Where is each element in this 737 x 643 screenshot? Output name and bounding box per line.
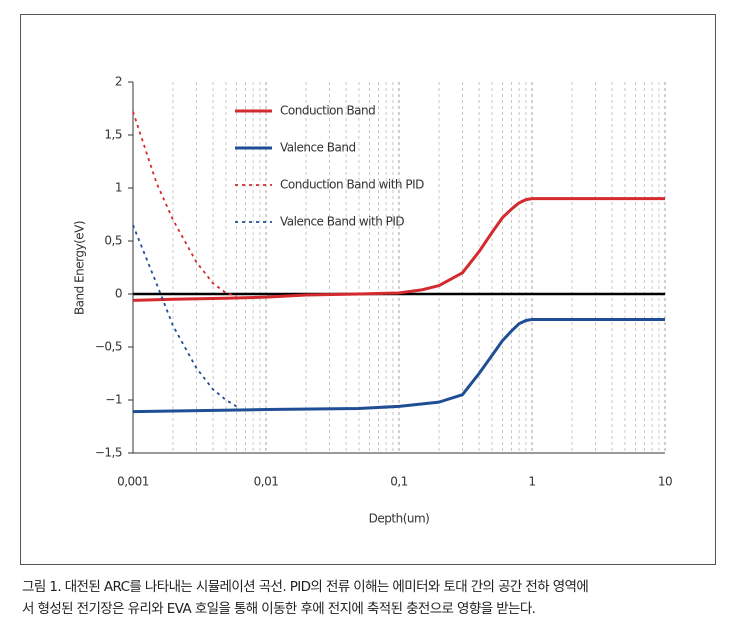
y-tick-label: 1 bbox=[115, 181, 122, 195]
legend-label: Conduction Band bbox=[280, 104, 375, 118]
caption: 그림 1. 대전된 ARC를 나타내는 시뮬레이션 곡선. PID의 전류 이해… bbox=[22, 576, 722, 620]
series-line bbox=[132, 317, 665, 414]
legend-label: Valence Band bbox=[280, 141, 356, 155]
series-line bbox=[132, 111, 237, 297]
y-tick-label: −1,5 bbox=[95, 446, 122, 460]
y-tick-label: 0 bbox=[115, 287, 122, 301]
y-axis-title: Band Energy(eV) bbox=[73, 221, 87, 315]
legend-label: Conduction Band with PID bbox=[280, 178, 424, 192]
legend-label: Valence Band with PID bbox=[280, 215, 404, 229]
caption-line: 서 형성된 전기장은 유리와 EVA 호일을 통해 이동한 후에 전지에 축적된… bbox=[22, 601, 536, 617]
x-tick-label: 0,1 bbox=[390, 475, 408, 489]
x-axis-title: Depth(um) bbox=[369, 512, 430, 526]
x-tick-label: 1 bbox=[528, 475, 535, 489]
y-tick-label: 0,5 bbox=[104, 234, 122, 248]
series-line bbox=[132, 224, 237, 408]
x-tick-label: 0,01 bbox=[254, 475, 279, 489]
chart-frame bbox=[20, 14, 716, 565]
series-line bbox=[132, 197, 665, 302]
chart: Depth(um) Band Energy(eV) 0,001 0,01 0,1 1 1… bbox=[20, 14, 716, 565]
x-tick-label: 10 bbox=[658, 475, 672, 489]
caption-line: 그림 1. 대전된 ARC를 나타내는 시뮬레이션 곡선. PID의 전류 이해… bbox=[22, 579, 589, 595]
x-tick-label: 0,001 bbox=[117, 475, 149, 489]
y-tick-label: 2 bbox=[115, 75, 122, 89]
y-tick-label: −1 bbox=[105, 393, 122, 407]
y-tick-label: −0,5 bbox=[95, 340, 122, 354]
y-tick-label: 1,5 bbox=[104, 128, 122, 142]
